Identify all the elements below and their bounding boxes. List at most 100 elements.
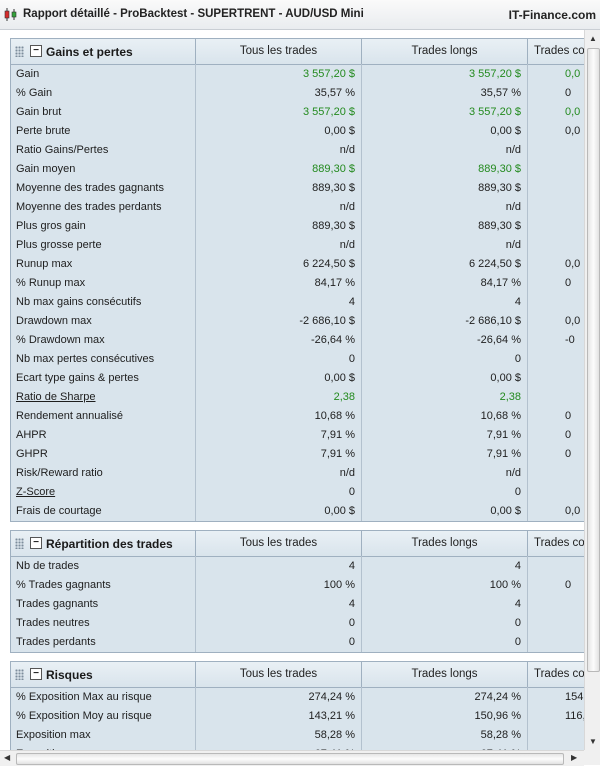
value-short-trades: 0: [565, 277, 572, 289]
row-label[interactable]: Ratio de Sharpe: [16, 391, 96, 403]
row-label: Rendement annualisé: [16, 410, 124, 422]
value-short-trades: 0: [565, 410, 572, 422]
value-long-trades: 0: [514, 636, 521, 648]
table-row: Nb max gains consécutifs 4 4: [11, 293, 584, 312]
value-short-trades: 0: [565, 579, 572, 591]
table-row: Frais de courtage 0,00 $ 0,00 $ 0,0: [11, 502, 584, 521]
collapse-icon[interactable]: −: [30, 45, 42, 57]
horizontal-scroll-thumb[interactable]: [16, 753, 564, 765]
row-label: Gain moyen: [16, 163, 76, 175]
table-row: Moyenne des trades gagnants 889,30 $ 889,3…: [11, 179, 584, 198]
value-long-trades: 0: [514, 353, 521, 365]
value-long-trades: -26,64 %: [476, 334, 521, 346]
value-all-trades: n/d: [339, 144, 355, 156]
value-long-trades: n/d: [505, 467, 521, 479]
value-all-trades: 0: [348, 486, 355, 498]
value-short-trades: -0: [565, 334, 575, 346]
table-row: Nb de trades 4 4: [11, 557, 584, 576]
row-label: Trades perdants: [16, 636, 96, 648]
value-all-trades: 0: [348, 353, 355, 365]
row-label: Risk/Reward ratio: [16, 467, 103, 479]
value-long-trades: 3 557,20 $: [469, 106, 521, 118]
scroll-down-icon[interactable]: ▼: [589, 737, 597, 746]
value-long-trades: 889,30 $: [478, 220, 521, 232]
row-label: Nb de trades: [16, 560, 79, 572]
brand-label: IT-Finance.com: [508, 8, 596, 22]
value-long-trades: 7,91 %: [486, 429, 521, 441]
scroll-corner: [584, 750, 600, 765]
section-title: Risques: [46, 668, 93, 682]
vertical-scrollbar[interactable]: ▲ ▼: [584, 30, 600, 750]
table-row: Ecart type gains & pertes 0,00 $ 0,00 $: [11, 369, 584, 388]
row-label[interactable]: Z-Score: [16, 486, 56, 498]
column-divider: [361, 556, 362, 652]
value-all-trades: 4: [348, 296, 355, 308]
section-0: − Gains et pertes Tous les trades Trades lo…: [10, 38, 584, 522]
value-long-trades: 4: [514, 598, 521, 610]
value-long-trades: 10,68 %: [480, 410, 521, 422]
section-2: − Risques Tous les trades Trades longs Trade…: [10, 661, 584, 750]
value-all-trades: 7,91 %: [320, 448, 355, 460]
value-all-trades: 2,38: [333, 391, 355, 403]
column-header-short: Trades cou: [527, 662, 584, 687]
column-divider: [195, 687, 196, 750]
value-short-trades: 0,0: [565, 315, 581, 327]
table-row: Gain 3 557,20 $ 3 557,20 $ 0,0: [11, 65, 584, 84]
vertical-scroll-thumb[interactable]: [587, 48, 600, 672]
row-label: Plus grosse perte: [16, 239, 102, 251]
value-all-trades: n/d: [339, 239, 355, 251]
value-all-trades: -2 686,10 $: [299, 315, 355, 327]
row-label: Ratio Gains/Pertes: [16, 144, 109, 156]
row-label: Exposition max: [16, 729, 91, 741]
table-row: % Runup max 84,17 % 84,17 % 0: [11, 274, 584, 293]
column-header-all: Tous les trades: [195, 39, 361, 64]
row-label: Gain brut: [16, 106, 62, 118]
scroll-left-icon[interactable]: ◀: [4, 753, 11, 762]
value-long-trades: 0,00 $: [490, 125, 521, 137]
value-all-trades: 0,00 $: [324, 125, 355, 137]
value-short-trades: 116,12: [565, 710, 584, 722]
value-long-trades: 0: [514, 617, 521, 629]
column-divider: [527, 556, 528, 652]
row-label: Trades gagnants: [16, 598, 99, 610]
table-row: % Exposition Max au risque 274,24 % 274,24…: [11, 688, 584, 707]
collapse-icon[interactable]: −: [30, 537, 42, 549]
table-row: Trades perdants 0 0: [11, 633, 584, 652]
scroll-right-icon[interactable]: ▶: [571, 753, 578, 762]
row-label: Trades neutres: [16, 617, 90, 629]
horizontal-scrollbar[interactable]: ◀ ▶: [0, 750, 584, 766]
value-all-trades: 889,30 $: [312, 182, 355, 194]
column-header-long: Trades longs: [361, 39, 527, 64]
row-label: Frais de courtage: [16, 505, 102, 517]
drag-grip-icon[interactable]: [15, 46, 24, 57]
value-all-trades: 0: [348, 636, 355, 648]
candlestick-chart-icon: [4, 8, 17, 21]
scroll-up-icon[interactable]: ▲: [589, 34, 597, 43]
value-short-trades: 154,79: [565, 691, 584, 703]
value-long-trades: -2 686,10 $: [465, 315, 521, 327]
drag-grip-icon[interactable]: [15, 669, 24, 680]
value-all-trades: 6 224,50 $: [303, 258, 355, 270]
value-long-trades: 4: [514, 560, 521, 572]
table-row: GHPR 7,91 % 7,91 % 0: [11, 445, 584, 464]
column-header-long: Trades longs: [361, 531, 527, 556]
row-label: % Exposition Max au risque: [16, 691, 152, 703]
value-short-trades: 0: [565, 87, 572, 99]
collapse-icon[interactable]: −: [30, 668, 42, 680]
drag-grip-icon[interactable]: [15, 538, 24, 549]
value-short-trades: 0: [565, 448, 572, 460]
row-label: AHPR: [16, 429, 47, 441]
row-label: Ecart type gains & pertes: [16, 372, 139, 384]
section-header: − Répartition des trades Tous les trades Tr…: [11, 531, 584, 557]
value-all-trades: 274,24 %: [308, 691, 355, 703]
column-divider: [195, 556, 196, 652]
value-long-trades: n/d: [505, 144, 521, 156]
value-all-trades: 35,57 %: [314, 87, 355, 99]
value-long-trades: 0,00 $: [490, 372, 521, 384]
value-long-trades: 2,38: [499, 391, 521, 403]
table-row: Ratio Gains/Pertes n/d n/d: [11, 141, 584, 160]
column-divider: [527, 64, 528, 521]
value-all-trades: 100 %: [323, 579, 355, 591]
value-all-trades: 84,17 %: [314, 277, 355, 289]
value-all-trades: n/d: [339, 467, 355, 479]
